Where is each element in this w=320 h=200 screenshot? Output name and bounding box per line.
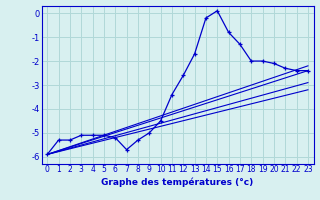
X-axis label: Graphe des températures (°c): Graphe des températures (°c) <box>101 177 254 187</box>
